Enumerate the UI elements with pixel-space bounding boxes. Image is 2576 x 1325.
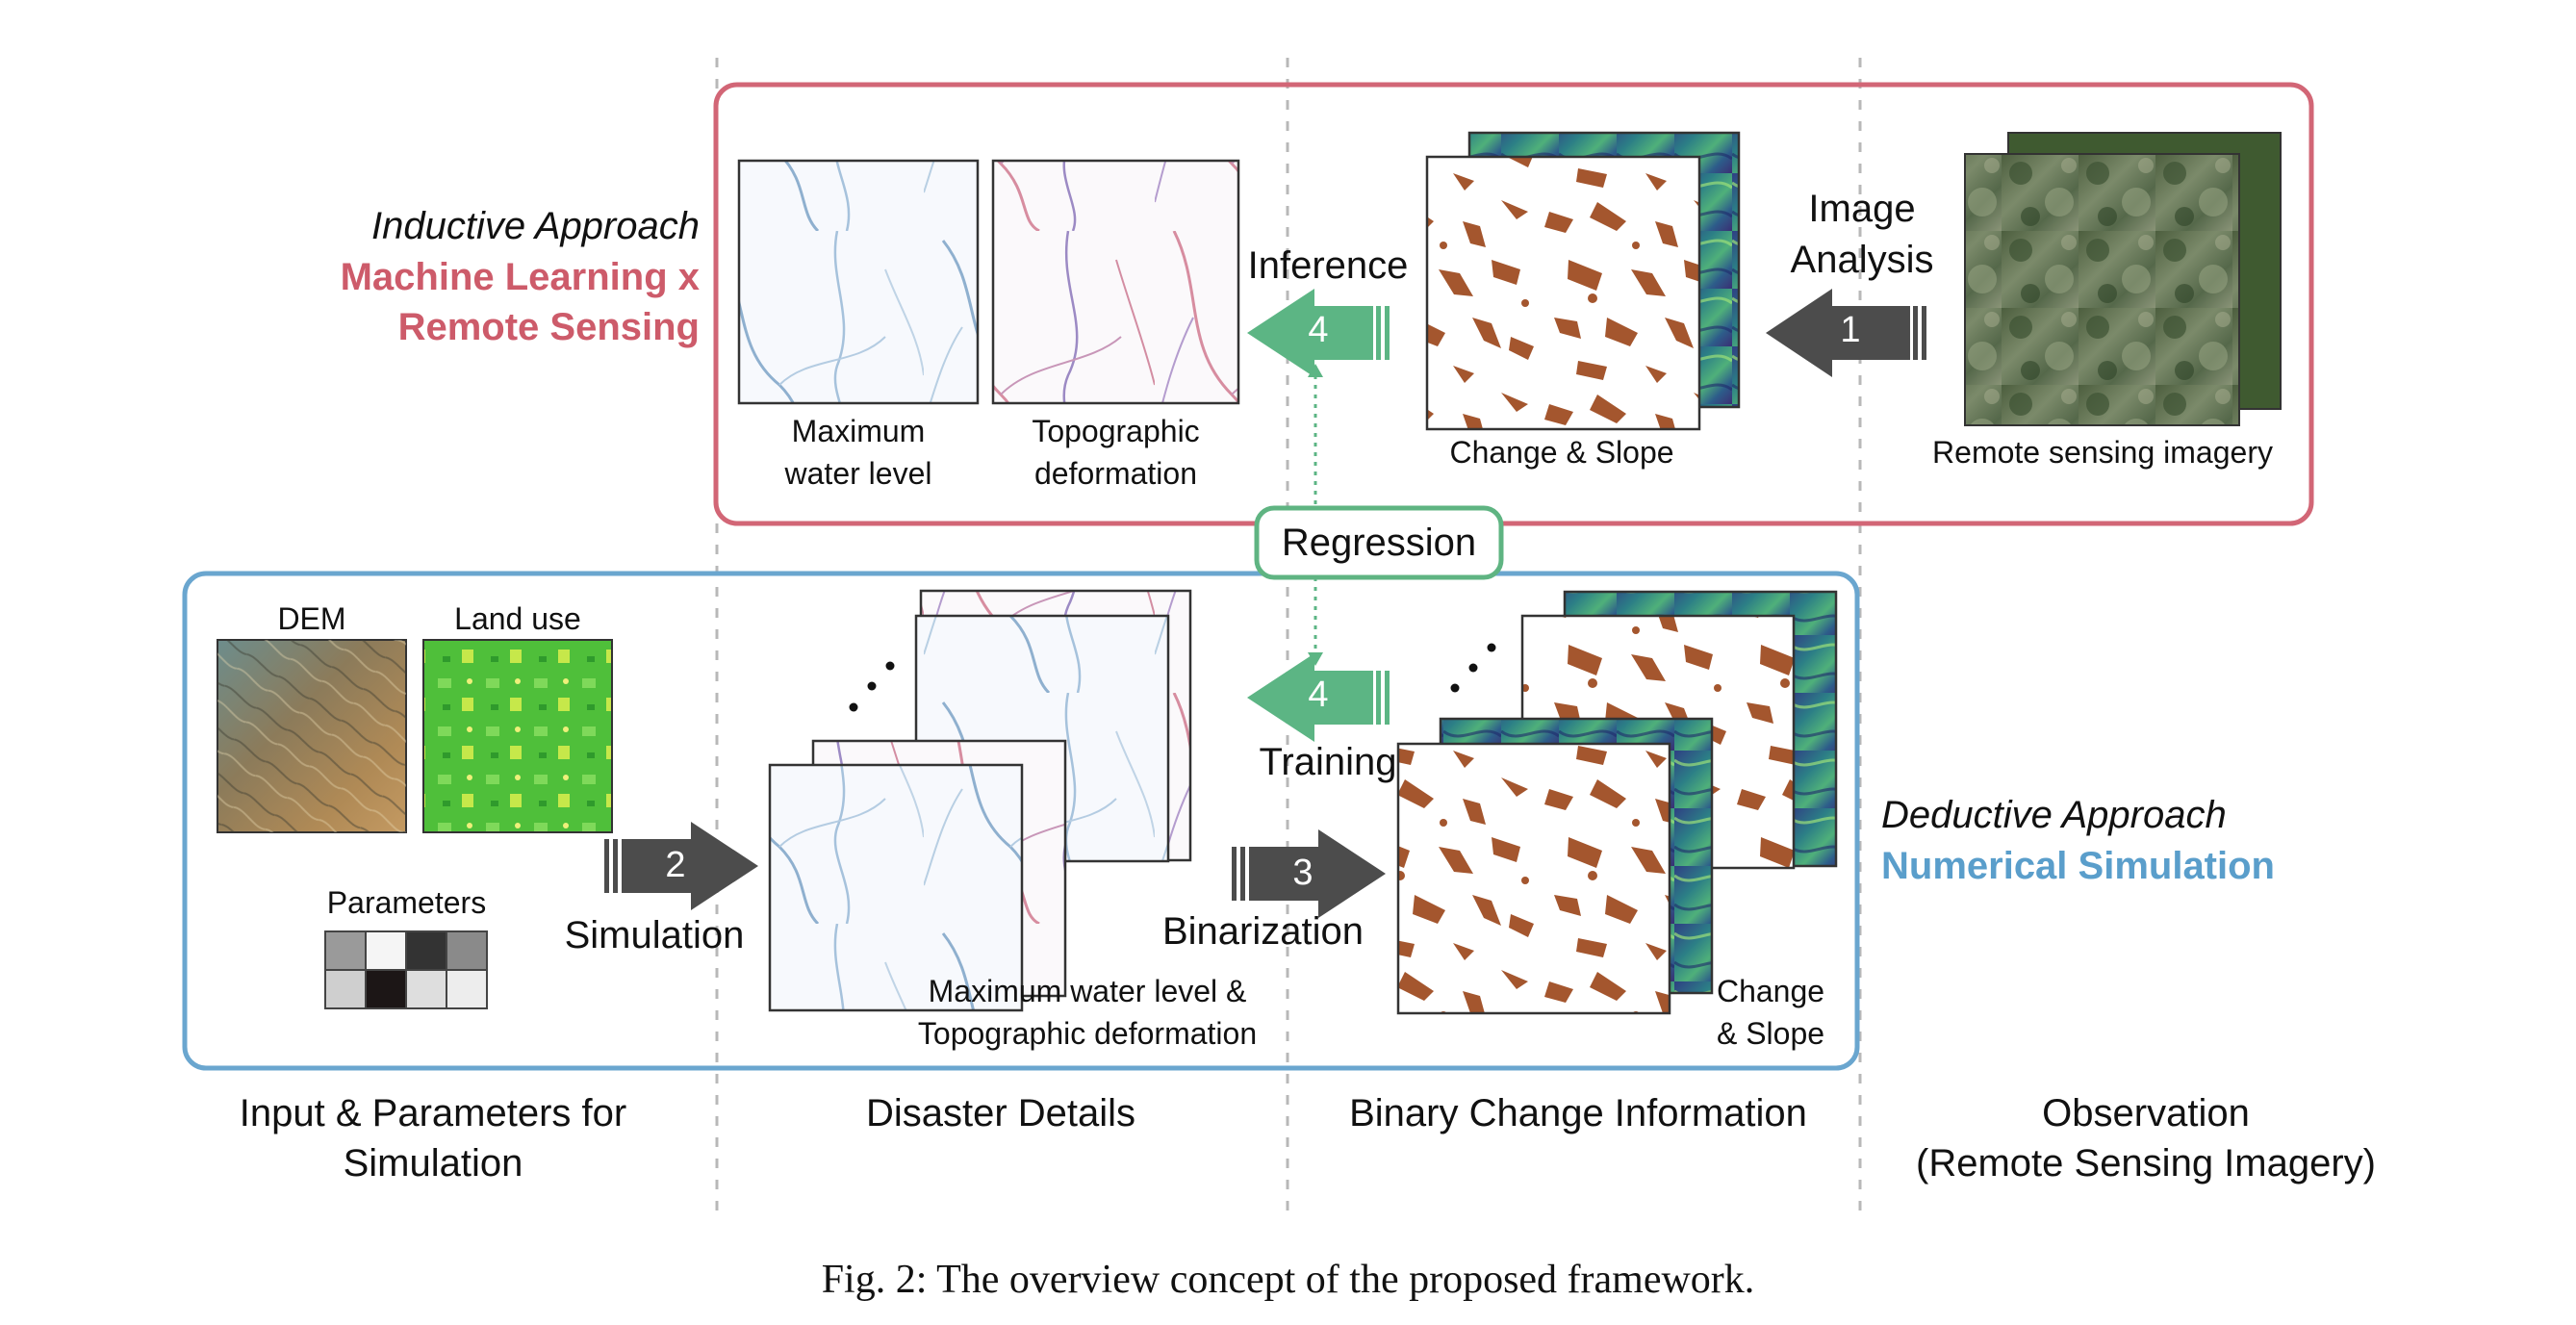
- remote-imagery-label: Remote sensing imagery: [1932, 435, 2273, 470]
- change-map-front: [1396, 742, 1671, 1015]
- column-label: Simulation: [343, 1142, 523, 1185]
- parameters-label: Parameters: [326, 885, 487, 920]
- image-analysis-label: Image: [1808, 188, 1916, 230]
- column-label: Input & Parameters for: [239, 1092, 627, 1134]
- arrow-number: 1: [1840, 310, 1861, 350]
- training-label: Training: [1259, 741, 1397, 783]
- image-analysis-arrow: [1766, 289, 1926, 377]
- max-water-level-map: [737, 159, 980, 405]
- max-water-label: water level: [784, 456, 932, 491]
- topo-label: deformation: [1034, 456, 1197, 491]
- ellipsis-dot: [867, 681, 877, 691]
- change-slope-label: Change & Slope: [1449, 435, 1674, 470]
- dem-ridges: [217, 640, 406, 832]
- column-label: Disaster Details: [865, 1092, 1136, 1134]
- arrow-number: 4: [1308, 310, 1329, 350]
- binarization-arrow: [1232, 829, 1386, 918]
- parameters-grid: [324, 930, 488, 1009]
- deductive-box: [182, 571, 1860, 1071]
- inference-label: Inference: [1247, 244, 1409, 287]
- inductive-subtitle: Machine Learning x: [340, 256, 700, 298]
- simulation-label: Simulation: [564, 914, 745, 956]
- inductive-subtitle: Remote Sensing: [397, 306, 700, 348]
- column-label: Observation: [2042, 1092, 2250, 1134]
- column-label: Binary Change Information: [1349, 1092, 1807, 1134]
- arrow-number: 2: [665, 845, 686, 885]
- remote-imagery: [1964, 153, 2240, 426]
- regression-box: [1254, 505, 1504, 580]
- training-arrow: [1247, 653, 1390, 742]
- ellipsis-dot: [1468, 663, 1478, 673]
- ellipsis-dot: [849, 702, 858, 712]
- topographic-deformation-map: [991, 159, 1240, 405]
- land-use-map: [422, 639, 613, 833]
- simulation-arrow: [604, 822, 758, 910]
- ellipsis-dot: [885, 661, 895, 671]
- deductive-subtitle: Numerical Simulation: [1881, 845, 2275, 887]
- land-use-label: Land use: [454, 601, 581, 636]
- change-map: [1425, 155, 1701, 431]
- change-slope-label-bottom: & Slope: [1716, 1016, 1825, 1051]
- dem-label: DEM: [277, 601, 346, 636]
- inference-arrow: [1247, 289, 1390, 377]
- topo-label: Topographic: [1032, 414, 1200, 448]
- inductive-box: [713, 82, 2314, 526]
- image-analysis-label: Analysis: [1790, 239, 1934, 281]
- binarization-label: Binarization: [1161, 910, 1364, 953]
- figure-caption: Fig. 2: The overview concept of the prop…: [821, 1258, 1755, 1302]
- arrow-number: 4: [1308, 675, 1329, 715]
- ellipsis-dot: [1450, 683, 1460, 693]
- disaster-label: Topographic deformation: [917, 1016, 1258, 1051]
- disaster-label: Maximum water level &: [928, 974, 1247, 1008]
- disaster-water-front: [768, 763, 1024, 1012]
- column-label: (Remote Sensing Imagery): [1916, 1142, 2376, 1185]
- ellipsis-dot: [1487, 643, 1496, 652]
- inductive-title: Inductive Approach: [371, 205, 700, 247]
- regression-label: Regression: [1281, 522, 1477, 564]
- max-water-label: Maximum: [791, 414, 926, 448]
- change-slope-label-bottom: Change: [1716, 974, 1825, 1008]
- deductive-title: Deductive Approach: [1881, 794, 2227, 836]
- arrow-number: 3: [1292, 853, 1314, 893]
